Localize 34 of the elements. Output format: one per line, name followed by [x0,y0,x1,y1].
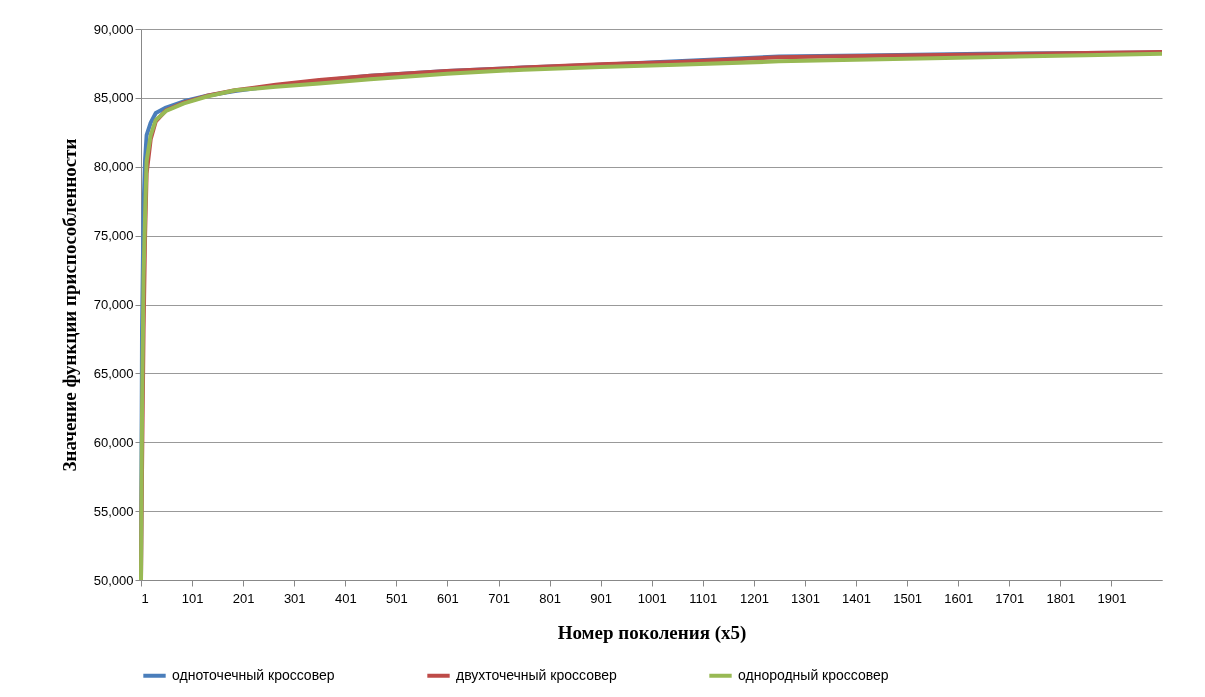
y-axis-title: Значение функции приспособленности [58,138,80,472]
x-tick-label: 1901 [1097,590,1127,606]
x-tick-label: 501 [386,590,408,606]
y-tick-label: 65,000 [93,365,134,381]
x-tick-label: 1101 [689,590,718,606]
x-tick-label: 701 [488,590,510,606]
x-tick-label: 101 [181,590,204,606]
y-tick-label: 55,000 [93,503,134,519]
y-tick-label: 50,000 [93,572,134,588]
x-tick-label: 1301 [791,590,820,606]
x-tick-label: 901 [590,590,613,606]
x-tick-label: 1701 [995,590,1025,606]
legend-label: однородный кроссовер [738,666,889,683]
x-tick-label: 1401 [842,590,872,606]
x-tick-label: 601 [437,590,459,606]
x-tick-label: 801 [539,590,561,606]
x-tick-label: 1501 [893,590,923,606]
y-tick-label: 90,000 [93,21,134,37]
x-tick-label: 1 [141,590,149,606]
legend-label: двухточечный кроссовер [456,666,617,683]
x-tick-label: 1801 [1046,590,1076,606]
y-tick-label: 85,000 [93,90,134,106]
x-tick-label: 1001 [637,590,667,606]
legend-label: одноточечный кроссовер [172,666,335,683]
y-tick-label: 75,000 [93,228,134,244]
y-tick-label: 60,000 [93,434,134,450]
x-tick-label: 201 [232,590,255,606]
x-tick-label: 1201 [739,590,769,606]
x-tick-label: 401 [334,590,357,606]
y-tick-label: 80,000 [93,159,134,175]
x-tick-label: 301 [283,590,306,606]
x-axis-title: Номер поколения (x5) [557,621,747,644]
y-tick-label: 70,000 [93,297,134,312]
x-tick-label: 1601 [944,590,974,606]
